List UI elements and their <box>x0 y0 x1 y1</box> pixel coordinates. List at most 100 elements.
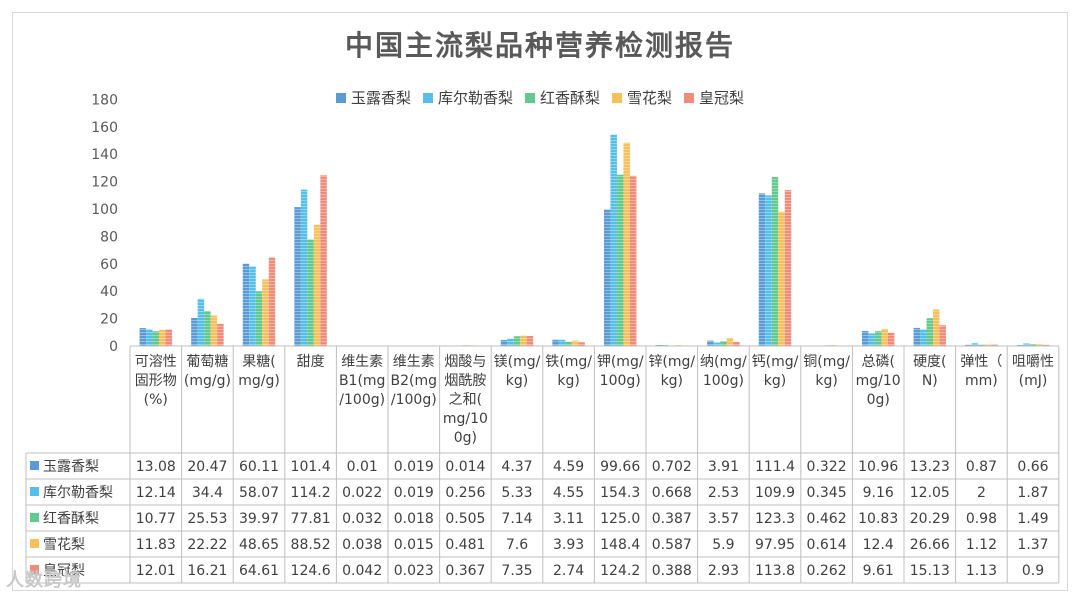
table-cell: 0.262 <box>807 563 847 579</box>
category-label: mg/g) <box>238 373 280 389</box>
table-cell: 5.33 <box>501 485 532 501</box>
category-label: kg) <box>661 373 683 389</box>
table-cell: 2.93 <box>708 563 739 579</box>
category-label: mg/10 <box>856 373 901 389</box>
legend-label: 红香酥梨 <box>539 89 600 107</box>
table-cell: 1.13 <box>966 563 997 579</box>
legend-item: 皇冠梨 <box>684 87 744 108</box>
legend-item: 红香酥梨 <box>524 87 600 108</box>
y-tick-label: 140 <box>91 147 118 163</box>
table-cell: 0.587 <box>652 537 692 553</box>
table-cell: 5.9 <box>712 537 734 553</box>
bar <box>255 291 263 346</box>
bar <box>571 340 579 346</box>
bar <box>294 207 301 346</box>
category-label: 咀嚼性 <box>1012 354 1054 370</box>
table-cell: 0.66 <box>1017 459 1048 475</box>
category-label: B2(mg <box>391 373 438 389</box>
table-row-swatch <box>30 565 39 574</box>
table-cell: 0.388 <box>652 563 692 579</box>
bar <box>991 344 998 346</box>
bar <box>520 335 527 346</box>
table-cell: 114.2 <box>291 485 331 501</box>
bar <box>933 309 940 346</box>
legend-swatch <box>524 92 535 103</box>
table-cell: 148.4 <box>600 537 640 553</box>
y-tick-label: 20 <box>100 312 118 328</box>
bar <box>926 318 934 346</box>
category-label: 0g) <box>867 392 890 408</box>
category-label: 果糖( <box>242 354 275 370</box>
table-cell: 16.21 <box>187 563 227 579</box>
table-cell: 0.018 <box>394 511 434 527</box>
bar <box>965 344 972 346</box>
y-tick-label: 160 <box>91 120 118 136</box>
table-cell: 0.019 <box>394 459 434 475</box>
table-cell: 12.14 <box>136 485 176 501</box>
category-label: 铜(mg/ <box>803 354 850 370</box>
category-label: /100g) <box>391 392 437 408</box>
table-cell: 9.61 <box>863 563 894 579</box>
legend-label: 皇冠梨 <box>699 89 745 107</box>
y-tick-label: 60 <box>100 257 118 273</box>
category-label: kg) <box>506 373 528 389</box>
category-label: 固形物 <box>135 373 177 389</box>
table-row-name: 玉露香梨 <box>43 459 99 475</box>
bar <box>971 343 979 346</box>
bar <box>565 341 572 346</box>
table-cell: 0.614 <box>807 537 847 553</box>
table-cell: 26.66 <box>910 537 950 553</box>
category-label: 维生素 <box>393 354 435 370</box>
bar <box>874 331 882 346</box>
bar <box>778 211 785 346</box>
bar <box>500 340 508 346</box>
table-cell: 58.07 <box>239 485 279 501</box>
y-tick-label: 0 <box>109 339 118 355</box>
category-label: (mJ) <box>1019 373 1048 389</box>
bar <box>1042 344 1050 346</box>
y-tick-label: 80 <box>100 229 118 245</box>
table-cell: 13.23 <box>910 459 950 475</box>
table-cell: 25.53 <box>187 511 227 527</box>
y-tick-label: 100 <box>91 202 118 218</box>
category-label: /100g) <box>339 392 385 408</box>
category-label: 100g) <box>703 373 744 389</box>
bar <box>526 335 534 346</box>
table-cell: 0.256 <box>445 485 485 501</box>
table-cell: 111.4 <box>755 459 795 475</box>
bar <box>159 329 166 346</box>
table-cell: 0.032 <box>342 511 382 527</box>
table-cell: 88.52 <box>291 537 331 553</box>
category-label: 总磷( <box>861 354 894 370</box>
category-label: kg) <box>815 373 837 389</box>
bar <box>313 224 321 346</box>
category-label: 0g) <box>454 430 477 446</box>
table-cell: 10.96 <box>858 459 898 475</box>
category-label: 钙(mg/ <box>752 354 799 370</box>
bar <box>771 177 779 346</box>
bar <box>268 257 276 346</box>
table-cell: 0.481 <box>445 537 485 553</box>
bar <box>307 239 314 346</box>
category-label: 烟酰胺 <box>444 373 486 389</box>
table-cell: 0.019 <box>394 485 434 501</box>
bar <box>610 134 617 346</box>
bar <box>913 327 921 346</box>
table-cell: 12.05 <box>910 485 950 501</box>
legend-label: 库尔勒香梨 <box>437 89 513 107</box>
table-cell: 113.8 <box>755 563 795 579</box>
bar <box>629 175 637 346</box>
table-cell: 0.387 <box>652 511 692 527</box>
table-row-name: 红香酥梨 <box>43 511 99 527</box>
watermark: 人数跨境 <box>6 570 82 591</box>
bar <box>603 209 611 346</box>
bar <box>552 339 559 346</box>
table-cell: 2.74 <box>553 563 584 579</box>
table-cell: 34.4 <box>192 485 223 501</box>
bar <box>939 325 947 346</box>
table-cell: 20.29 <box>910 511 950 527</box>
table-cell: 1.12 <box>966 537 997 553</box>
table-row-name: 皇冠梨 <box>43 563 85 579</box>
y-tick-label: 40 <box>100 284 118 300</box>
